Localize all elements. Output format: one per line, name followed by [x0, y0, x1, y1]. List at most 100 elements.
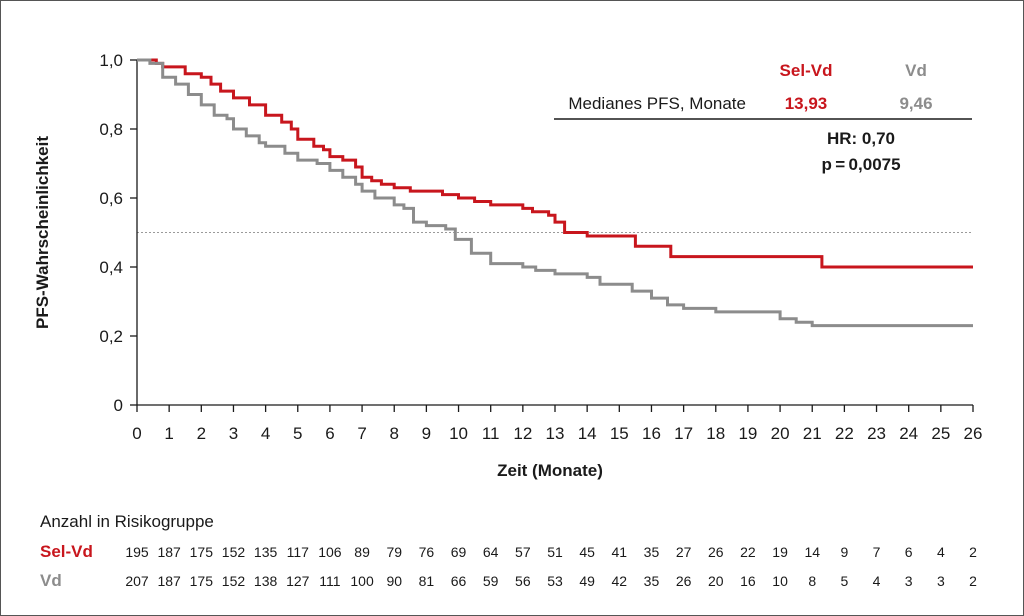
risk-cell: 42 [612, 573, 628, 589]
risk-cell: 22 [740, 544, 756, 560]
x-tick-label: 0 [132, 424, 141, 443]
risk-cell: 64 [483, 544, 499, 560]
risk-cell: 187 [157, 544, 181, 560]
risk-row-label-vd: Vd [40, 571, 62, 590]
risk-cell: 69 [451, 544, 467, 560]
x-tick-label: 19 [738, 424, 757, 443]
risk-cell: 100 [350, 573, 374, 589]
risk-cell: 57 [515, 544, 531, 560]
x-tick-label: 4 [261, 424, 270, 443]
risk-cell: 2 [969, 573, 977, 589]
series-line-sel-vd [137, 58, 973, 269]
x-axis-label: Zeit (Monate) [497, 461, 603, 480]
risk-cell: 195 [125, 544, 149, 560]
x-tick-label: 8 [389, 424, 398, 443]
x-tick-label: 22 [835, 424, 854, 443]
risk-cell: 207 [125, 573, 149, 589]
x-tick-label: 9 [422, 424, 431, 443]
risk-cell: 66 [451, 573, 467, 589]
risk-cell: 7 [873, 544, 881, 560]
x-tick-label: 15 [610, 424, 629, 443]
risk-cell: 41 [612, 544, 628, 560]
risk-cell: 26 [676, 573, 692, 589]
risk-cell: 111 [319, 573, 340, 589]
risk-cell: 14 [804, 544, 820, 560]
x-tick-label: 5 [293, 424, 302, 443]
risk-cell: 9 [840, 544, 848, 560]
risk-cell: 6 [905, 544, 913, 560]
risk-cell: 45 [579, 544, 595, 560]
risk-cell: 89 [354, 544, 370, 560]
risk-cell: 56 [515, 573, 531, 589]
risk-cell: 81 [419, 573, 435, 589]
x-tick-label: 23 [867, 424, 886, 443]
risk-cell: 117 [287, 544, 310, 560]
y-tick-label: 0,2 [99, 327, 123, 346]
x-tick-label: 21 [803, 424, 822, 443]
y-axis-label: PFS-Wahrscheinlichkeit [33, 136, 52, 329]
risk-cell: 4 [873, 573, 881, 589]
x-tick-label: 6 [325, 424, 334, 443]
risk-cell: 3 [905, 573, 913, 589]
x-tick-label: 25 [931, 424, 950, 443]
risk-cell: 5 [840, 573, 848, 589]
risk-cell: 175 [190, 573, 214, 589]
risk-cell: 20 [708, 573, 724, 589]
summary-p-value: p = 0,0075 [821, 155, 900, 174]
y-tick-label: 0 [114, 396, 123, 415]
x-tick-label: 18 [706, 424, 725, 443]
risk-table: Anzahl in Risikogruppe Sel-Vd Vd 195 187 1… [40, 512, 977, 590]
risk-cell: 59 [483, 573, 499, 589]
x-tick-label: 1 [164, 424, 173, 443]
x-tick-label: 3 [229, 424, 238, 443]
risk-cell: 127 [286, 573, 310, 589]
risk-table-title: Anzahl in Risikogruppe [40, 512, 214, 531]
x-tick-label: 24 [899, 424, 918, 443]
y-tick-label: 0,4 [99, 258, 123, 277]
y-tick-label: 0,8 [99, 120, 123, 139]
summary-vd-value: 9,46 [899, 94, 932, 113]
x-tick-label: 7 [357, 424, 366, 443]
series-line-vd [137, 58, 973, 328]
risk-cell: 4 [937, 544, 945, 560]
risk-cell: 3 [937, 573, 945, 589]
risk-cell: 2 [969, 544, 977, 560]
risk-cell: 79 [386, 544, 402, 560]
risk-cell: 152 [222, 573, 246, 589]
summary-col-vd: Vd [905, 61, 927, 80]
summary-table: Sel-Vd Vd Medianes PFS, Monate 13,93 9,4… [554, 61, 972, 174]
risk-cell: 49 [579, 573, 595, 589]
summary-hr: HR: 0,70 [827, 129, 895, 148]
summary-row-label: Medianes PFS, Monate [568, 94, 746, 113]
risk-cell: 90 [386, 573, 402, 589]
risk-cell: 53 [547, 573, 563, 589]
risk-cell: 26 [708, 544, 724, 560]
risk-cell: 27 [676, 544, 692, 560]
risk-cell: 152 [222, 544, 246, 560]
risk-cell: 10 [772, 573, 788, 589]
risk-cell: 16 [740, 573, 756, 589]
y-tick-label: 0,6 [99, 189, 123, 208]
y-tick-label: 1,0 [99, 51, 123, 70]
x-tick-label: 20 [771, 424, 790, 443]
x-tick-label: 2 [197, 424, 206, 443]
risk-cell: 35 [644, 544, 660, 560]
risk-cell: 187 [157, 573, 181, 589]
risk-row-label-sel: Sel-Vd [40, 542, 93, 561]
x-tick-label: 14 [578, 424, 597, 443]
x-tick-label: 12 [513, 424, 532, 443]
x-tick-label: 13 [546, 424, 565, 443]
risk-cell: 135 [254, 544, 278, 560]
summary-sel-value: 13,93 [785, 94, 828, 113]
x-tick-label: 17 [674, 424, 693, 443]
x-tick-label: 16 [642, 424, 661, 443]
risk-cell: 8 [808, 573, 816, 589]
x-tick-label: 11 [482, 424, 500, 443]
risk-cell: 19 [772, 544, 788, 560]
risk-cell: 35 [644, 573, 660, 589]
x-tick-label: 26 [964, 424, 983, 443]
risk-cell: 138 [254, 573, 278, 589]
x-tick-label: 10 [449, 424, 468, 443]
